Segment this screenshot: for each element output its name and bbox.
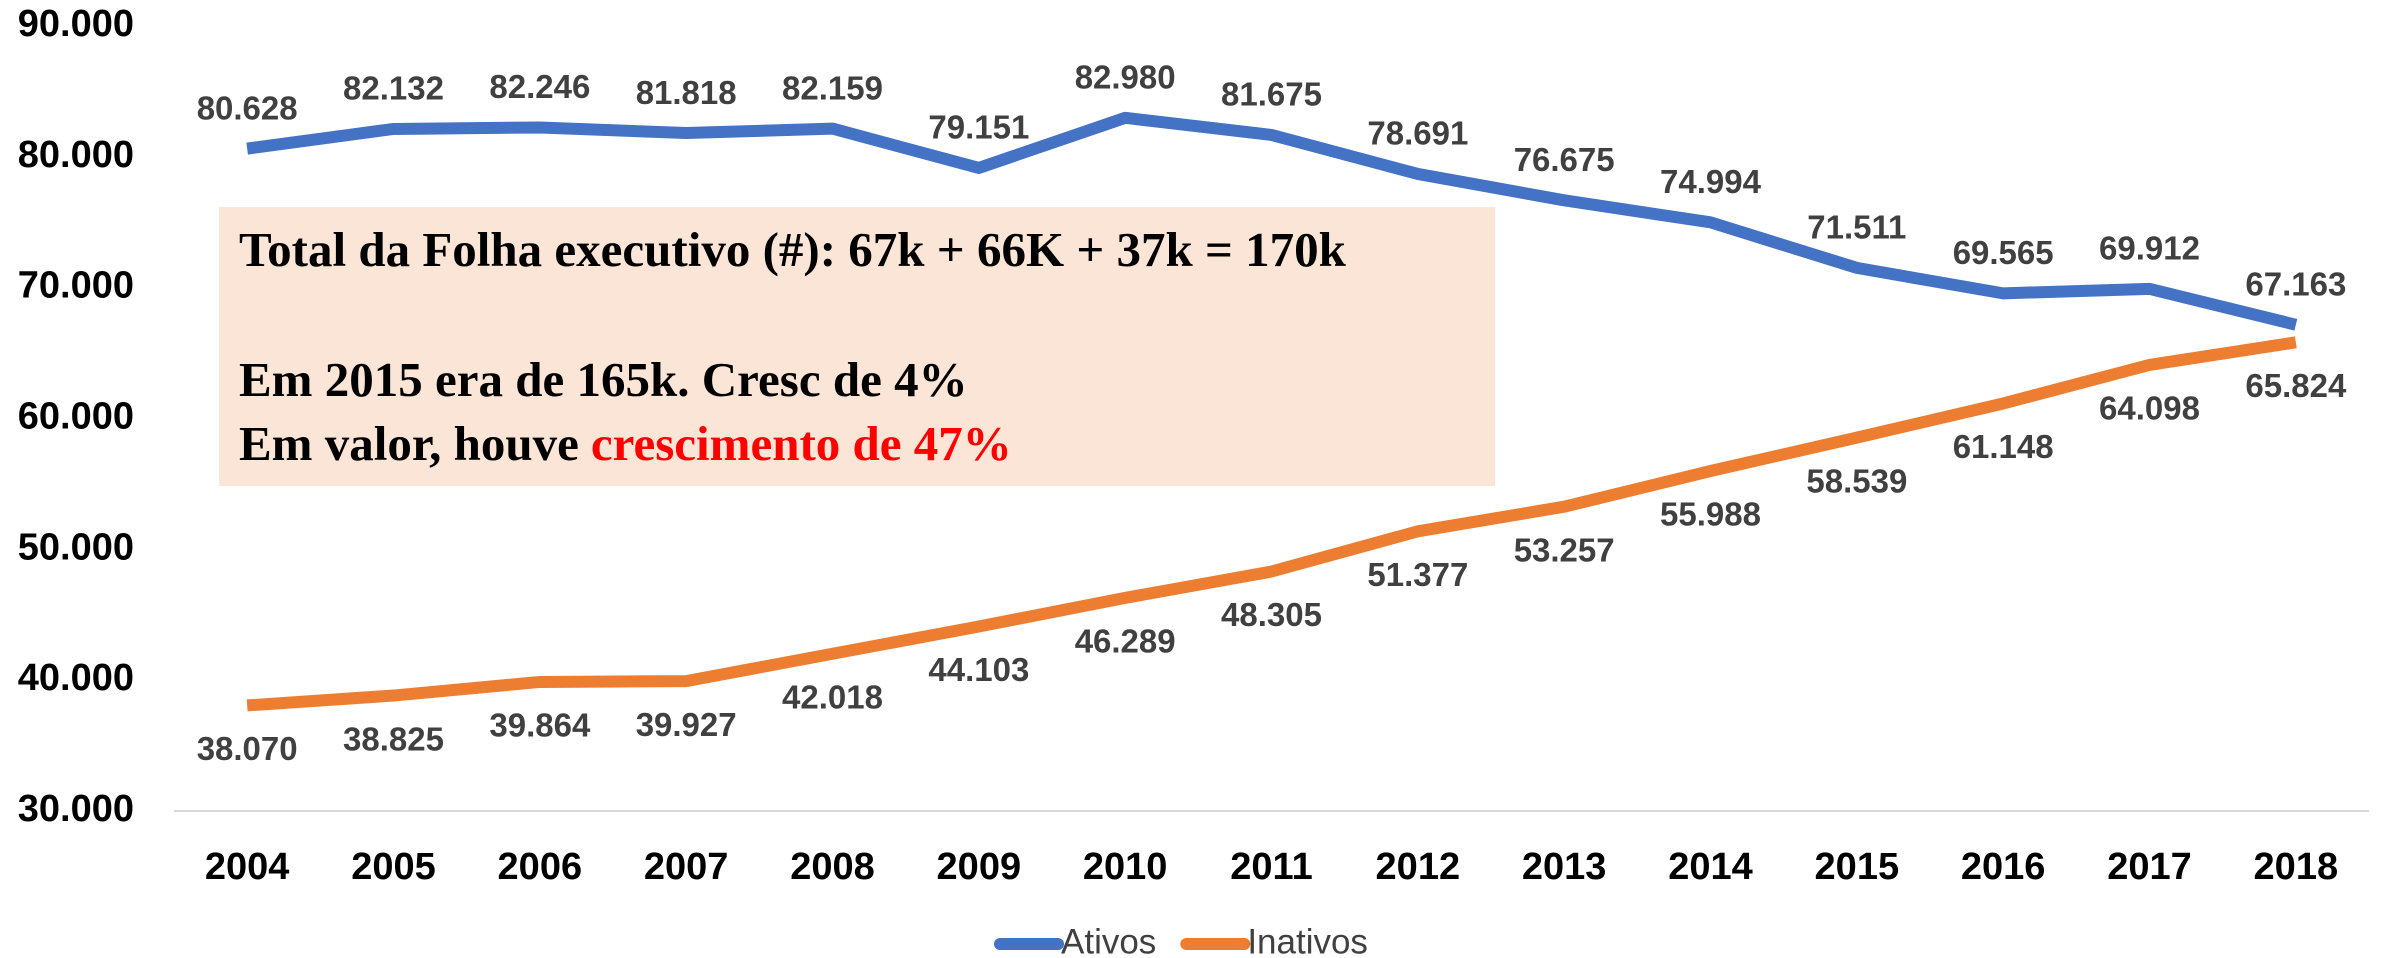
x-tick-label: 2009 — [937, 846, 1022, 888]
data-label: 82.246 — [489, 68, 590, 105]
x-tick-label: 2014 — [1668, 846, 1753, 888]
x-tick-label: 2017 — [2107, 846, 2192, 888]
data-label: 71.511 — [1807, 209, 1906, 246]
x-tick-label: 2018 — [2254, 846, 2339, 888]
data-label: 44.103 — [928, 651, 1029, 688]
data-label: 80.628 — [197, 89, 298, 126]
data-label: 81.818 — [636, 74, 737, 111]
y-tick-label: 30.000 — [18, 788, 134, 830]
data-label: 69.565 — [1953, 234, 2054, 271]
annotation-box — [219, 207, 1495, 486]
data-label: 78.691 — [1367, 115, 1468, 152]
legend-label: Ativos — [1061, 922, 1156, 958]
data-label: 74.994 — [1660, 163, 1762, 200]
series-line — [246, 111, 2298, 331]
data-label: 55.988 — [1660, 496, 1761, 533]
y-tick-label: 60.000 — [18, 396, 134, 438]
x-tick-label: 2006 — [498, 846, 583, 888]
annotation-line: Em valor, houve crescimento de 47% — [239, 416, 1012, 471]
x-tick-label: 2013 — [1522, 846, 1607, 888]
data-label: 39.927 — [636, 706, 737, 743]
data-label: 53.257 — [1514, 531, 1615, 568]
data-label: 65.824 — [2245, 367, 2347, 404]
x-tick-label: 2007 — [644, 846, 729, 888]
y-tick-label: 80.000 — [18, 134, 134, 176]
annotation-line: Em 2015 era de 165k. Cresc de 4% — [239, 352, 968, 407]
data-label: 82.132 — [343, 70, 444, 107]
legend-label: Inativos — [1247, 922, 1368, 958]
data-label: 82.159 — [782, 69, 883, 106]
data-label: 39.864 — [489, 707, 591, 744]
x-tick-label: 2010 — [1083, 846, 1168, 888]
data-label: 38.070 — [197, 730, 298, 767]
y-tick-label: 90.000 — [18, 3, 134, 45]
data-label: 67.163 — [2245, 266, 2346, 303]
x-tick-label: 2005 — [351, 846, 436, 888]
y-tick-label: 40.000 — [18, 657, 134, 699]
data-label: 42.018 — [782, 678, 883, 715]
annotation-line: Total da Folha executivo (#): 67k + 66K … — [239, 222, 1347, 277]
x-tick-label: 2008 — [790, 846, 875, 888]
data-label: 48.305 — [1221, 596, 1322, 633]
x-tick-label: 2012 — [1376, 846, 1461, 888]
y-tick-label: 70.000 — [18, 265, 134, 307]
x-tick-label: 2015 — [1815, 846, 1900, 888]
data-label: 82.980 — [1075, 59, 1176, 96]
annotation-text: Em valor, houve — [239, 416, 579, 471]
y-tick-label: 50.000 — [18, 526, 134, 568]
data-label: 46.289 — [1075, 623, 1176, 660]
data-label: 51.377 — [1367, 556, 1468, 593]
data-label: 79.151 — [928, 109, 1029, 146]
series-line — [246, 336, 2297, 712]
data-label: 38.825 — [343, 720, 444, 757]
annotation-highlight: crescimento de 47% — [591, 416, 1012, 471]
x-tick-label: 2011 — [1230, 846, 1312, 888]
data-label: 61.148 — [1953, 428, 2054, 465]
data-label: 64.098 — [2099, 390, 2200, 427]
data-label: 69.912 — [2099, 230, 2200, 267]
data-label: 76.675 — [1514, 141, 1615, 178]
data-label: 58.539 — [1806, 462, 1907, 499]
x-tick-label: 2016 — [1961, 846, 2046, 888]
x-tick-label: 2004 — [205, 846, 290, 888]
data-label: 81.675 — [1221, 76, 1322, 113]
